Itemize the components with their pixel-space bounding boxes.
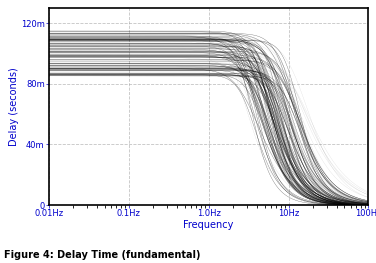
Text: Figure 4: Delay Time (fundamental): Figure 4: Delay Time (fundamental): [4, 250, 200, 260]
Y-axis label: Delay (seconds): Delay (seconds): [9, 67, 20, 146]
X-axis label: Frequency: Frequency: [183, 220, 234, 230]
